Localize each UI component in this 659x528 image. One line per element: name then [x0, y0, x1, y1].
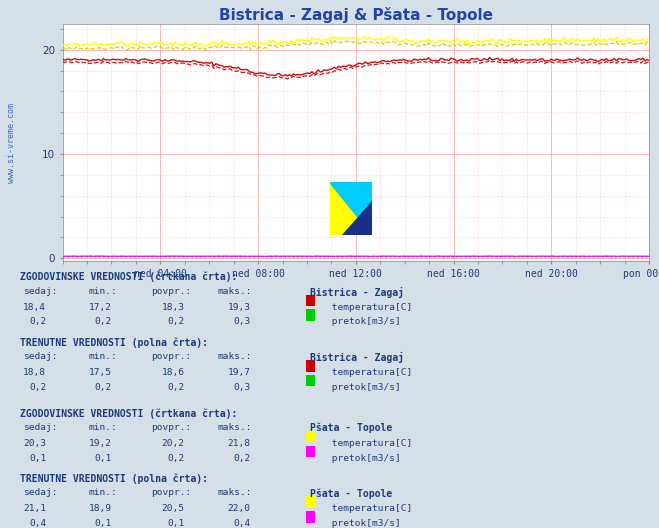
Text: 18,9: 18,9: [89, 504, 112, 513]
Text: pretok[m3/s]: pretok[m3/s]: [326, 383, 401, 392]
Text: 17,5: 17,5: [89, 368, 112, 377]
Text: 19,2: 19,2: [89, 439, 112, 448]
Text: 18,8: 18,8: [23, 368, 46, 377]
Polygon shape: [330, 182, 372, 235]
Text: min.:: min.:: [89, 423, 118, 432]
Text: TRENUTNE VREDNOSTI (polna črta):: TRENUTNE VREDNOSTI (polna črta):: [20, 474, 208, 484]
Text: ZGODOVINSKE VREDNOSTI (črtkana črta):: ZGODOVINSKE VREDNOSTI (črtkana črta):: [20, 272, 237, 282]
Text: 0,4: 0,4: [29, 519, 46, 528]
Text: povpr.:: povpr.:: [152, 423, 192, 432]
Text: sedaj:: sedaj:: [23, 287, 57, 296]
Text: sedaj:: sedaj:: [23, 352, 57, 361]
Text: 0,2: 0,2: [95, 383, 112, 392]
Text: 0,3: 0,3: [233, 383, 250, 392]
Text: maks.:: maks.:: [217, 287, 252, 296]
Text: sedaj:: sedaj:: [23, 488, 57, 497]
Text: 20,3: 20,3: [23, 439, 46, 448]
Text: min.:: min.:: [89, 352, 118, 361]
Text: 17,2: 17,2: [89, 303, 112, 312]
Text: 21,8: 21,8: [227, 439, 250, 448]
Text: Bistrica - Zagaj: Bistrica - Zagaj: [310, 352, 404, 363]
Title: Bistrica - Zagaj & Pšata - Topole: Bistrica - Zagaj & Pšata - Topole: [219, 6, 493, 23]
Text: www.si-vreme.com: www.si-vreme.com: [7, 102, 16, 183]
Text: temperatura[C]: temperatura[C]: [326, 504, 413, 513]
Text: 0,2: 0,2: [29, 317, 46, 326]
Text: 0,2: 0,2: [167, 383, 185, 392]
Text: 0,1: 0,1: [95, 454, 112, 463]
Text: maks.:: maks.:: [217, 423, 252, 432]
Text: 20,2: 20,2: [161, 439, 185, 448]
Text: povpr.:: povpr.:: [152, 488, 192, 497]
Text: Bistrica - Zagaj: Bistrica - Zagaj: [310, 287, 404, 298]
Text: 0,4: 0,4: [233, 519, 250, 528]
Text: min.:: min.:: [89, 287, 118, 296]
Text: pretok[m3/s]: pretok[m3/s]: [326, 519, 401, 528]
Text: 0,1: 0,1: [167, 519, 185, 528]
Text: temperatura[C]: temperatura[C]: [326, 303, 413, 312]
Text: povpr.:: povpr.:: [152, 287, 192, 296]
Text: TRENUTNE VREDNOSTI (polna črta):: TRENUTNE VREDNOSTI (polna črta):: [20, 337, 208, 348]
Text: 0,2: 0,2: [95, 317, 112, 326]
Text: 0,2: 0,2: [167, 454, 185, 463]
Text: Pšata - Topole: Pšata - Topole: [310, 488, 392, 499]
Text: maks.:: maks.:: [217, 488, 252, 497]
Text: 0,3: 0,3: [233, 317, 250, 326]
Text: temperatura[C]: temperatura[C]: [326, 439, 413, 448]
Text: 0,2: 0,2: [167, 317, 185, 326]
Text: sedaj:: sedaj:: [23, 423, 57, 432]
Text: ZGODOVINSKE VREDNOSTI (črtkana črta):: ZGODOVINSKE VREDNOSTI (črtkana črta):: [20, 408, 237, 419]
Text: 21,1: 21,1: [23, 504, 46, 513]
Text: 0,2: 0,2: [29, 383, 46, 392]
Text: 20,5: 20,5: [161, 504, 185, 513]
Text: pretok[m3/s]: pretok[m3/s]: [326, 317, 401, 326]
Text: min.:: min.:: [89, 488, 118, 497]
Text: maks.:: maks.:: [217, 352, 252, 361]
Text: povpr.:: povpr.:: [152, 352, 192, 361]
Text: temperatura[C]: temperatura[C]: [326, 368, 413, 377]
Text: 0,2: 0,2: [233, 454, 250, 463]
Text: pretok[m3/s]: pretok[m3/s]: [326, 454, 401, 463]
Text: 18,3: 18,3: [161, 303, 185, 312]
Text: 18,4: 18,4: [23, 303, 46, 312]
Text: 19,7: 19,7: [227, 368, 250, 377]
Text: 19,3: 19,3: [227, 303, 250, 312]
Text: 0,1: 0,1: [95, 519, 112, 528]
Text: Pšata - Topole: Pšata - Topole: [310, 423, 392, 433]
Text: 0,1: 0,1: [29, 454, 46, 463]
Text: 22,0: 22,0: [227, 504, 250, 513]
Polygon shape: [343, 201, 372, 235]
Text: 18,6: 18,6: [161, 368, 185, 377]
